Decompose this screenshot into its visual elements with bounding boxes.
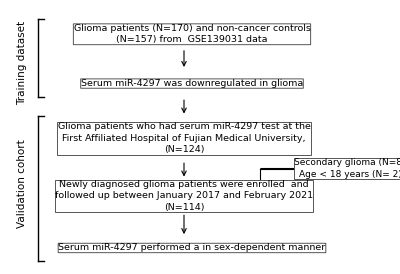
Text: Serum miR-4297 was downregulated in glioma: Serum miR-4297 was downregulated in glio… (81, 79, 303, 88)
Text: Serum miR-4297 performed a in sex-dependent manner: Serum miR-4297 performed a in sex-depend… (58, 244, 326, 252)
Text: Newly diagnosed glioma patients were enrolled  and
followed up between January 2: Newly diagnosed glioma patients were enr… (55, 180, 313, 212)
Text: Glioma patients (N=170) and non-cancer controls
(N=157) from  GSE139031 data: Glioma patients (N=170) and non-cancer c… (74, 24, 310, 44)
Text: Validation cohort: Validation cohort (17, 139, 27, 228)
Text: Glioma patients who had serum miR-4297 test at the
First Affiliated Hospital of : Glioma patients who had serum miR-4297 t… (58, 122, 310, 154)
Text: Training dataset: Training dataset (17, 21, 27, 105)
Text: Secondary glioma (N=8)
Age < 18 years (N= 2): Secondary glioma (N=8) Age < 18 years (N… (294, 158, 400, 179)
